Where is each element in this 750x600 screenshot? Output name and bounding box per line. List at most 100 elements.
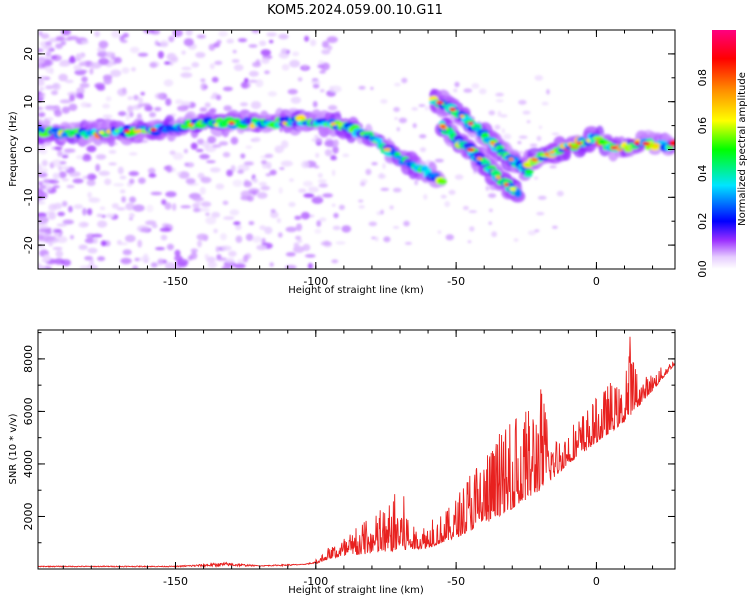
noise-blob: [41, 159, 48, 167]
noise-blob: [77, 40, 82, 45]
snr-panel: -150 -100 -50 0 2000 4000 6000 8000 Height of s…: [8, 329, 676, 596]
noise-blob: [95, 154, 107, 160]
noise-blob: [478, 88, 487, 95]
noise-blob: [252, 61, 262, 68]
noise-blob: [335, 241, 346, 245]
noise-blob: [304, 35, 310, 42]
noise-blob: [261, 160, 267, 165]
noise-blob: [86, 179, 96, 186]
noise-blob: [290, 96, 302, 104]
y-tick-label: -10: [22, 188, 35, 206]
noise-blob: [469, 226, 475, 232]
noise-blob: [471, 83, 480, 89]
noise-blob: [205, 216, 217, 225]
ridge-peak: [476, 156, 483, 161]
noise-blob: [68, 205, 73, 213]
ridge-peak: [610, 146, 617, 150]
noise-blob: [67, 35, 79, 41]
noise-blob: [223, 105, 232, 112]
ridge-peak: [570, 143, 578, 147]
noise-blob: [183, 105, 189, 109]
noise-blob: [266, 161, 272, 170]
noise-blob: [220, 233, 227, 241]
noise-blob: [64, 79, 74, 84]
noise-blob: [494, 124, 501, 130]
ridge-peak: [508, 157, 514, 162]
noise-blob: [117, 166, 124, 175]
noise-blob: [61, 106, 70, 114]
noise-blob: [222, 86, 233, 92]
noise-blob: [423, 194, 428, 200]
noise-blob: [129, 111, 134, 118]
noise-blob: [260, 185, 271, 191]
noise-blob: [165, 191, 177, 198]
x-tick-label: -150: [163, 275, 188, 288]
noise-blob: [38, 191, 43, 198]
ridge-main: [38, 107, 447, 188]
noise-blob: [225, 257, 235, 263]
ridge-core: [493, 171, 502, 177]
noise-blob: [424, 106, 429, 111]
ridge-peak: [135, 128, 142, 133]
noise-blob: [517, 141, 522, 145]
snr-series-line: [38, 336, 675, 569]
noise-blob: [252, 236, 262, 243]
noise-blob: [419, 134, 427, 139]
noise-blob: [317, 179, 327, 184]
noise-blob: [205, 212, 210, 216]
noise-blob: [206, 160, 216, 164]
noise-blob: [200, 78, 206, 83]
noise-blob: [102, 103, 110, 109]
noise-blob: [50, 55, 58, 60]
noise-blob: [230, 136, 239, 145]
noise-blob: [207, 261, 218, 269]
noise-blob: [78, 221, 89, 228]
noise-blob: [269, 262, 274, 267]
noise-blob: [316, 220, 322, 227]
noise-blob: [371, 236, 376, 240]
noise-blob: [556, 190, 564, 197]
ridge-core: [557, 148, 565, 153]
noise-blob: [256, 244, 267, 251]
noise-blob: [279, 167, 285, 170]
noise-blob: [55, 250, 64, 258]
noise-blob: [38, 181, 44, 186]
noise-blob: [88, 197, 101, 203]
noise-blob: [38, 92, 46, 99]
noise-blob: [140, 91, 145, 96]
noise-blob: [145, 105, 154, 112]
noise-blob: [448, 189, 456, 195]
noise-blob: [75, 92, 84, 99]
noise-blob: [38, 48, 44, 53]
noise-blob: [199, 153, 210, 160]
noise-blob: [539, 125, 542, 129]
noise-blob: [197, 138, 205, 145]
noise-blob: [308, 186, 319, 193]
x-tick-label: -100: [303, 575, 328, 588]
noise-blob: [240, 81, 251, 89]
noise-blob: [180, 205, 192, 209]
noise-blob: [195, 200, 202, 205]
noise-blob: [113, 57, 122, 64]
noise-blob: [216, 39, 222, 45]
noise-blob: [197, 240, 202, 248]
noise-blob: [59, 99, 72, 104]
noise-blob: [147, 167, 156, 174]
noise-blob: [519, 151, 523, 154]
noise-blob: [51, 90, 58, 96]
noise-blob: [318, 60, 324, 66]
noise-blob: [370, 86, 374, 90]
noise-blob: [98, 170, 111, 176]
noise-blob: [261, 58, 270, 64]
x-tick-label: -50: [447, 275, 465, 288]
noise-blob: [104, 178, 112, 186]
noise-blob: [119, 175, 127, 180]
noise-blob: [248, 79, 258, 83]
noise-blob: [529, 143, 538, 147]
noise-blob: [191, 62, 200, 68]
ridge-right: [521, 125, 675, 171]
noise-blob: [181, 66, 192, 71]
noise-blob: [269, 169, 277, 176]
ridge-core: [523, 173, 533, 178]
noise-blob: [45, 41, 52, 46]
